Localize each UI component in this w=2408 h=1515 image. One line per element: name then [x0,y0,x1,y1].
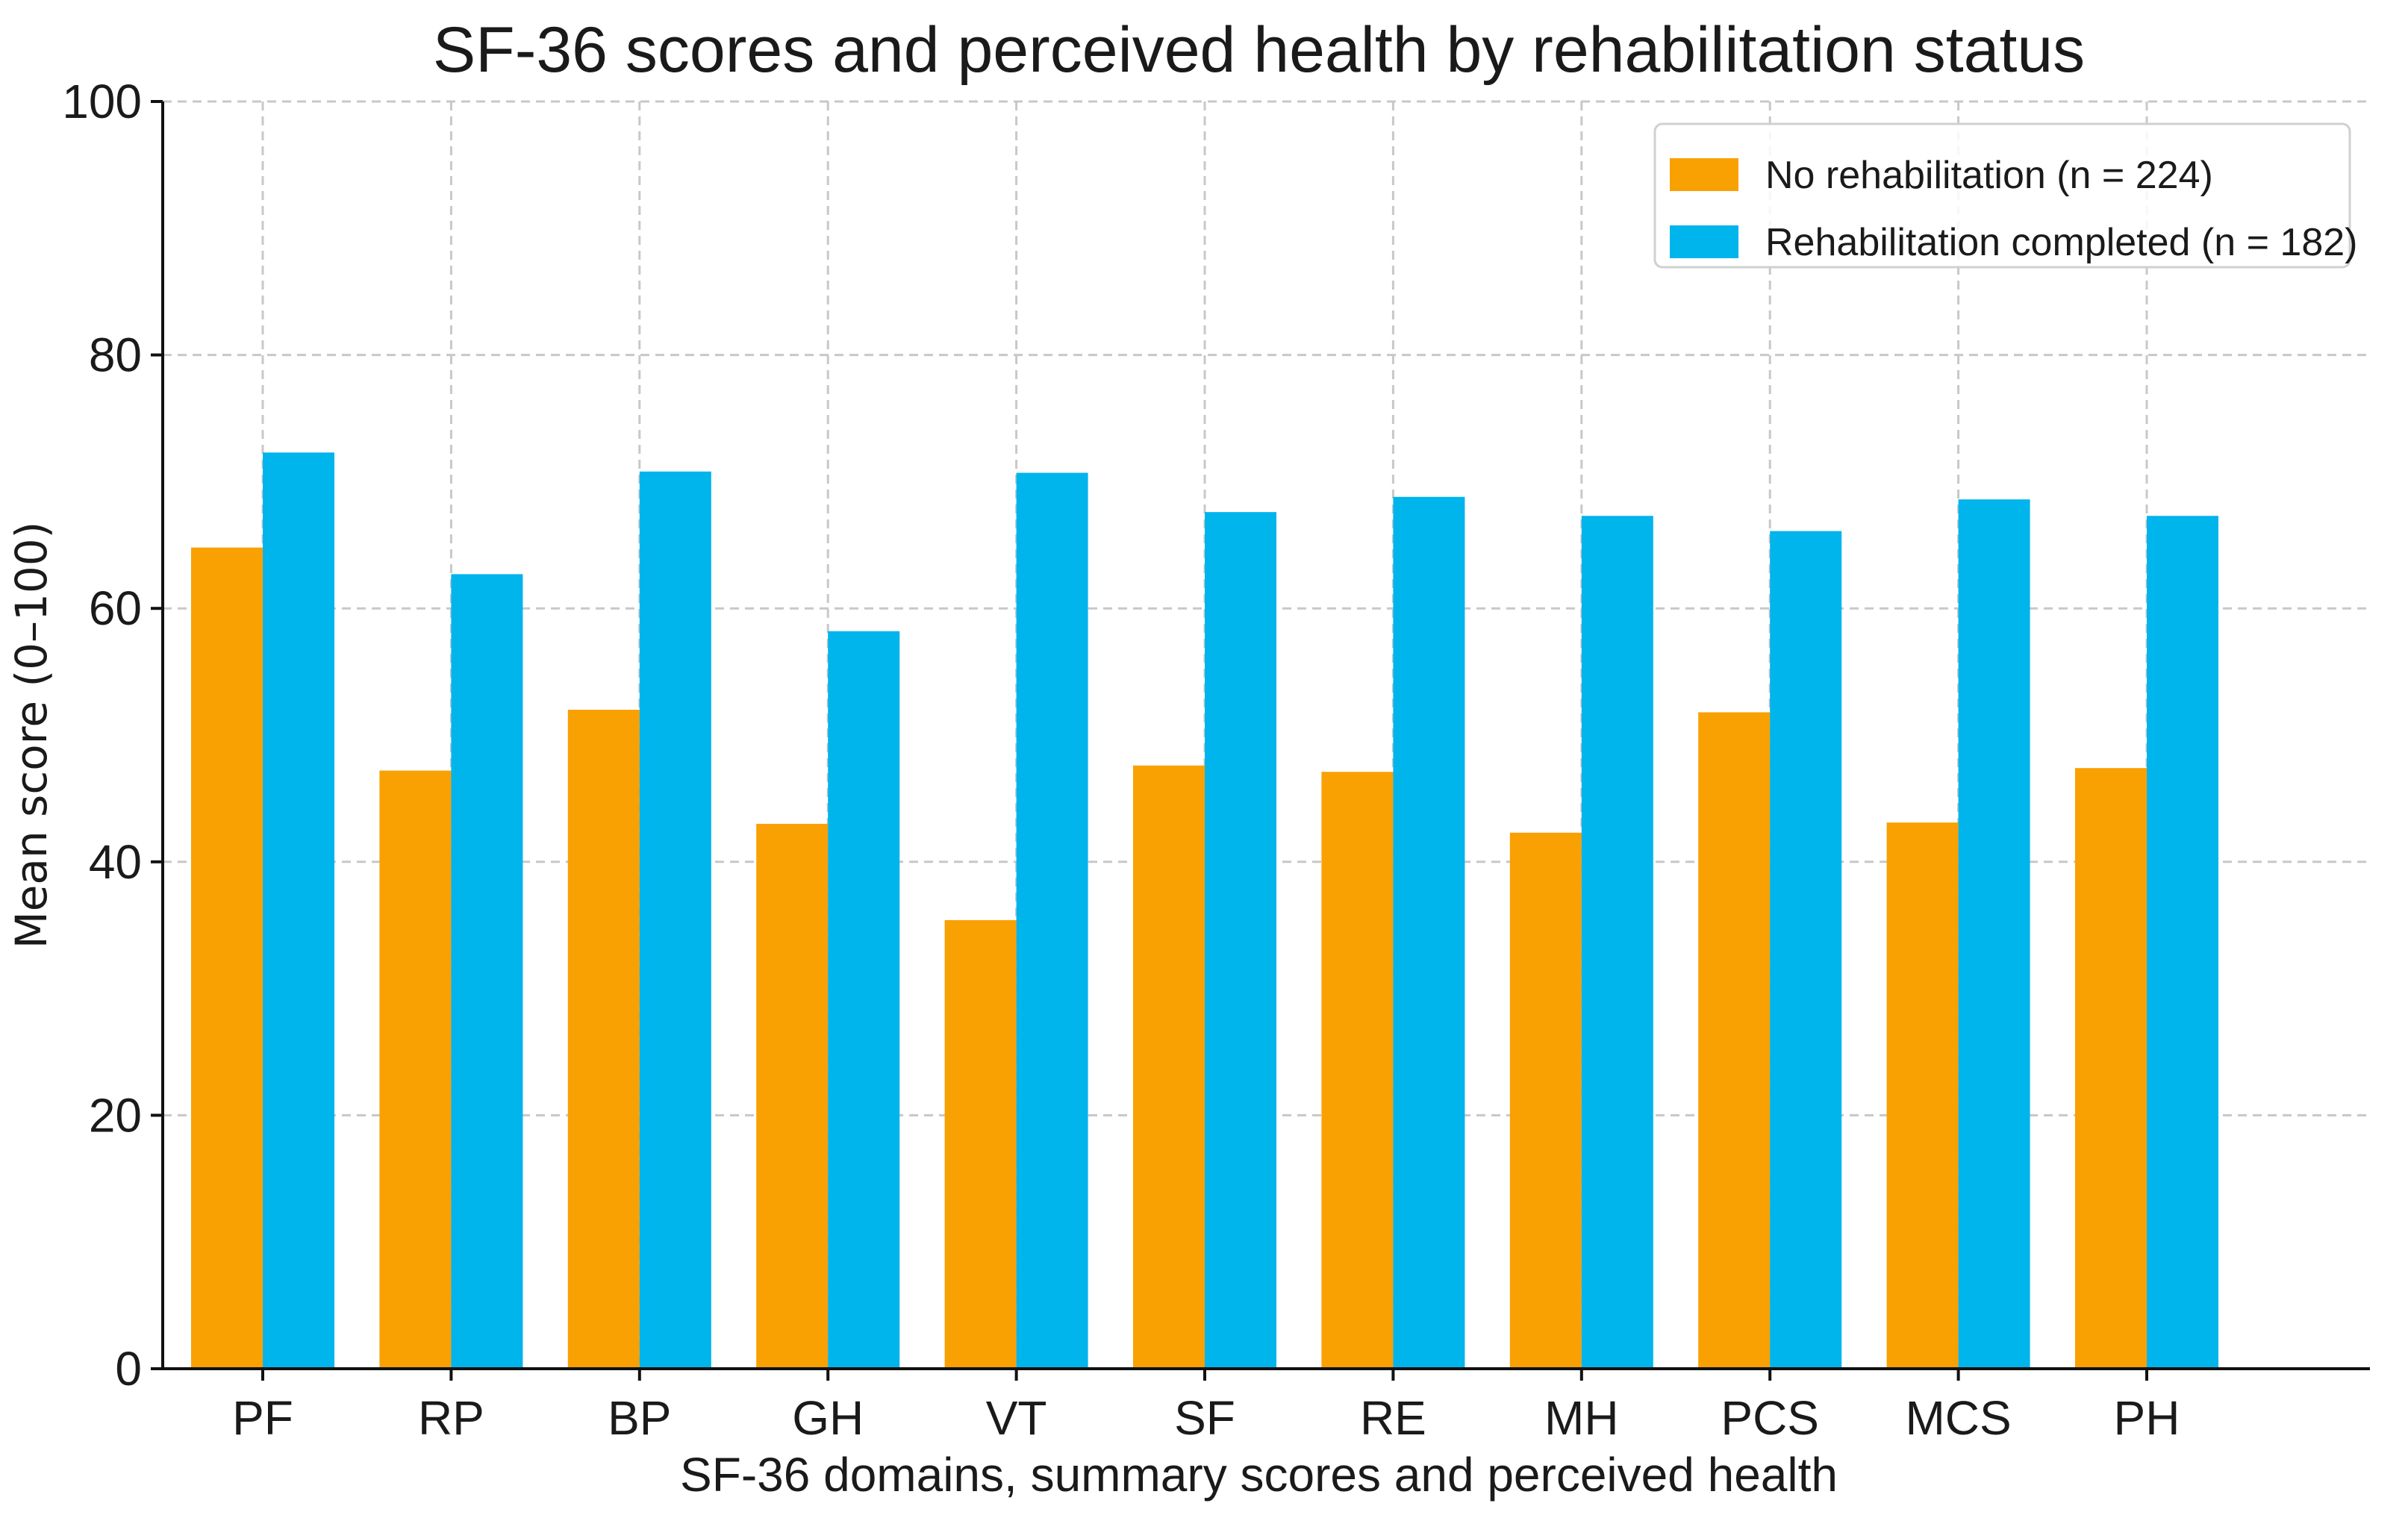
legend: No rehabilitation (n = 224) Rehabilitati… [1653,122,2357,269]
x-tick-label-bp: BP [608,1391,671,1445]
y-tick-label-100: 100 [62,75,142,128]
x-tick-label-re: RE [1360,1391,1426,1445]
y-axis-label: Mean score (0–100) [6,522,57,949]
bar-rehab-completed-pcs [1770,531,1842,1369]
axes [151,100,2370,1381]
bar-rehab-completed-vt [1016,472,1088,1369]
x-tick-labels: PF RP BP GH VT SF RE MH PCS MCS PH [232,1391,2180,1445]
bar-rehab-completed-mcs [1958,499,2030,1369]
bar-no-rehab-gh [756,823,829,1369]
bar-rehab-completed-re [1393,496,1465,1369]
bars [191,452,2218,1369]
legend-swatch-no-rehab [1670,158,1738,191]
x-tick-label-vt: VT [986,1391,1047,1445]
y-tick-label-60: 60 [89,581,142,635]
legend-frame [1653,122,2351,269]
bar-no-rehab-vt [944,919,1017,1369]
y-tick-label-0: 0 [115,1342,142,1396]
legend-label-no-rehab: No rehabilitation (n = 224) [1765,154,2213,197]
y-tick-labels: 0 20 40 60 80 100 [62,75,142,1396]
x-tick-label-sf: SF [1174,1391,1235,1445]
bar-rehab-completed-mh [1581,516,1653,1369]
x-tick-label-mcs: MCS [1905,1391,2011,1445]
bar-rehab-completed-ph [2147,516,2218,1369]
bar-rehab-completed-bp [639,471,711,1369]
x-tick-label-pcs: PCS [1721,1391,1819,1445]
bar-no-rehab-sf [1133,765,1205,1369]
bar-no-rehab-bp [567,710,640,1369]
x-tick-label-mh: MH [1544,1391,1619,1445]
legend-label-rehab-completed: Rehabilitation completed (n = 182) [1765,221,2357,264]
bar-no-rehab-rp [379,770,452,1369]
bar-rehab-completed-gh [828,631,900,1369]
bar-no-rehab-re [1321,772,1394,1369]
x-tick-label-pf: PF [232,1391,293,1445]
x-tick-label-rp: RP [418,1391,484,1445]
bar-rehab-completed-rp [451,574,523,1369]
x-axis-label: SF-36 domains, summary scores and percei… [680,1448,1838,1502]
x-tick-label-gh: GH [792,1391,864,1445]
x-tick-label-ph: PH [2114,1391,2180,1445]
bar-no-rehab-pcs [1698,712,1771,1369]
bar-no-rehab-mh [1509,832,1582,1369]
bar-no-rehab-ph [2075,768,2147,1369]
bar-no-rehab-mcs [1886,822,1959,1369]
bar-rehab-completed-pf [263,452,334,1369]
bar-rehab-completed-sf [1205,512,1276,1369]
legend-swatch-rehab-completed [1670,225,1738,258]
y-tick-label-40: 40 [89,835,142,889]
y-tick-label-80: 80 [89,328,142,382]
chart-title: SF-36 scores and perceived health by reh… [433,14,2085,86]
bar-no-rehab-pf [191,547,263,1369]
y-tick-label-20: 20 [89,1088,142,1142]
